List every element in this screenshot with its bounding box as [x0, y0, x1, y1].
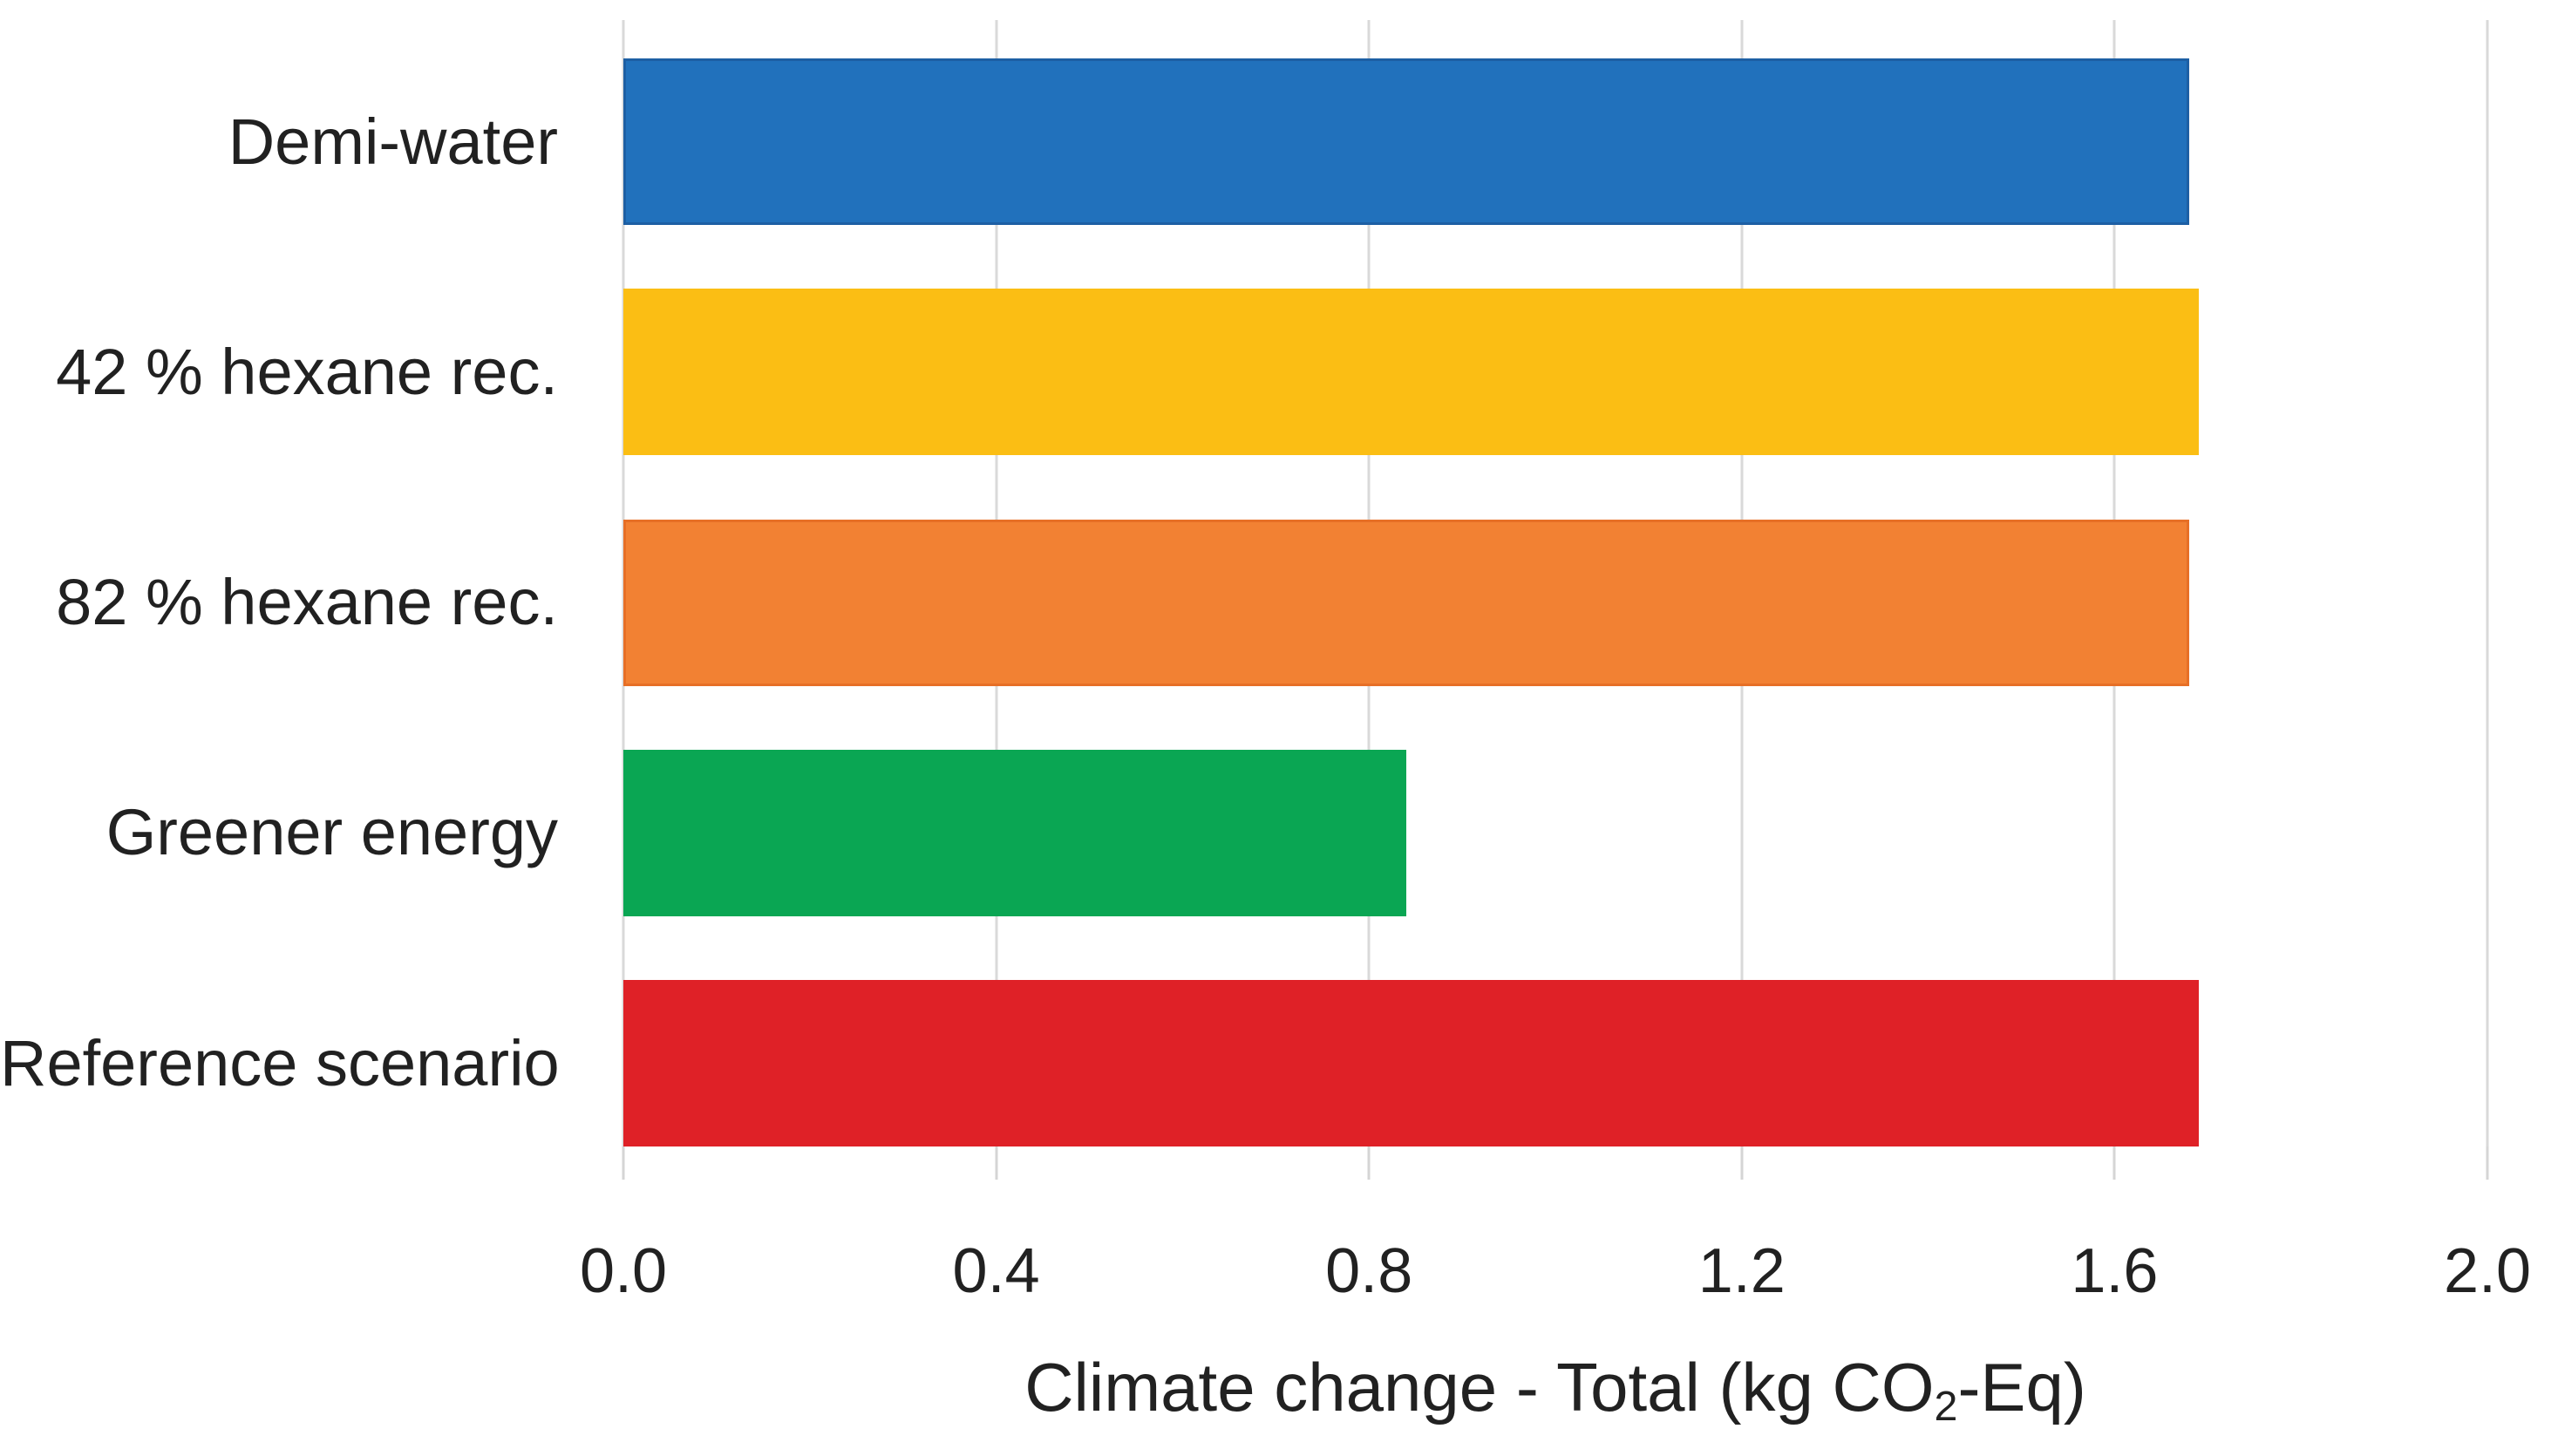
x-tick-label-0.8: 0.8 [1325, 1236, 1413, 1306]
x-tick-label-1.2: 1.2 [1697, 1236, 1786, 1306]
bar-greener-energy [623, 749, 1406, 916]
x-axis-title: Climate change - Total (kg CO2-Eq) [623, 1353, 2487, 1427]
x-tick-mark-0.0 [622, 1146, 625, 1180]
x-tick-label-1.6: 1.6 [2071, 1236, 2159, 1306]
y-axis-label-42-hexane-rec: 42 % hexane rec. [56, 335, 558, 408]
x-tick-mark-2.0 [2486, 1146, 2489, 1180]
y-axis-label-greener-energy: Greener energy [105, 796, 558, 869]
bar-42-hexane-rec [623, 289, 2199, 456]
y-axis-label-82-hexane-rec: 82 % hexane rec. [56, 566, 558, 638]
x-tick-label-0.0: 0.0 [579, 1236, 668, 1306]
x-tick-label-0.4: 0.4 [952, 1236, 1040, 1306]
x-axis-title-subscript: 2 [1934, 1382, 1958, 1430]
x-tick-mark-0.4 [995, 1146, 998, 1180]
x-tick-mark-1.2 [1740, 1146, 1744, 1180]
x-tick-mark-1.6 [2112, 1146, 2116, 1180]
x-tick-label-2.0: 2.0 [2443, 1236, 2532, 1306]
y-axis-label-reference-scenario: Reference scenario [0, 1026, 560, 1099]
bar-demi-water [623, 58, 2189, 225]
x-tick-mark-0.8 [1367, 1146, 1371, 1180]
x-axis-title-text: Climate change - Total (kg CO [1024, 1349, 1935, 1425]
bar-82-hexane-rec [623, 519, 2189, 686]
plot-area [622, 20, 2489, 1146]
gridline-2.0 [2486, 20, 2489, 1146]
x-axis-title-suffix: -Eq) [1957, 1349, 2086, 1425]
y-axis-label-demi-water: Demi-water [228, 105, 558, 178]
bar-reference-scenario [623, 980, 2199, 1146]
